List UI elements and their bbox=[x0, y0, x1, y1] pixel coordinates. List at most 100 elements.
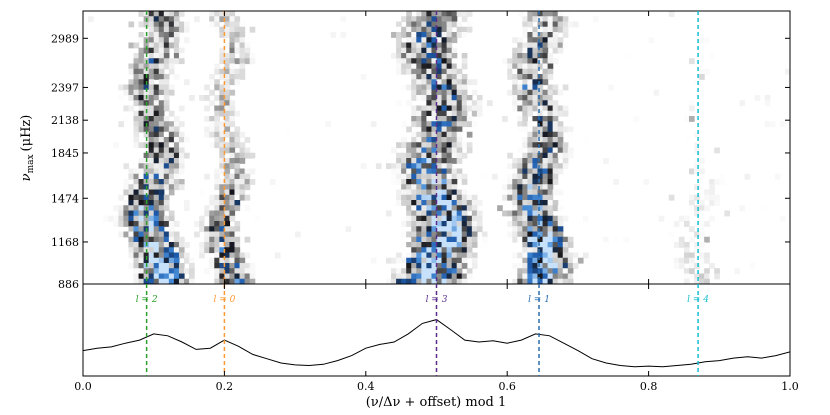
heatmap-cell bbox=[532, 131, 539, 138]
heatmap-cell bbox=[158, 126, 165, 133]
heatmap-cell bbox=[178, 158, 185, 164]
heatmap-cell bbox=[209, 231, 215, 238]
heatmap-cell bbox=[416, 152, 422, 159]
heatmap-cell bbox=[532, 16, 539, 23]
heatmap-cell bbox=[532, 200, 539, 206]
heatmap-cell bbox=[274, 252, 281, 259]
heatmap-cell bbox=[542, 95, 549, 101]
heatmap-cell bbox=[466, 205, 473, 212]
heatmap-cell bbox=[209, 210, 215, 217]
heatmap-cell bbox=[426, 226, 433, 233]
heatmap-cell bbox=[158, 179, 165, 185]
heatmap-cell bbox=[401, 68, 407, 75]
heatmap-cell bbox=[512, 168, 518, 175]
heatmap-cell bbox=[421, 126, 427, 133]
heatmap-cell bbox=[148, 47, 155, 54]
heatmap-cell bbox=[431, 89, 438, 96]
heatmap-cell bbox=[219, 236, 225, 243]
heatmap-cell bbox=[552, 26, 559, 33]
heatmap-cell bbox=[153, 252, 160, 259]
heatmap-cell bbox=[148, 168, 155, 175]
heatmap-cell bbox=[683, 221, 690, 227]
heatmap-cell bbox=[542, 110, 549, 117]
heatmap-cell bbox=[648, 37, 655, 44]
heatmap-cell bbox=[436, 105, 443, 112]
heatmap-cell bbox=[562, 268, 569, 275]
heatmap-cell bbox=[542, 147, 549, 154]
heatmap-cell bbox=[426, 110, 433, 117]
heatmap-cell bbox=[436, 257, 443, 264]
heatmap-cell bbox=[451, 53, 458, 59]
heatmap-cell bbox=[532, 147, 539, 154]
heatmap-cell bbox=[537, 278, 544, 284]
heatmap-cell bbox=[421, 184, 427, 191]
heatmap-cell bbox=[401, 26, 407, 33]
heatmap-cell bbox=[537, 58, 544, 65]
heatmap-cell bbox=[502, 79, 508, 86]
heatmap-cell bbox=[507, 231, 513, 238]
heatmap-cell bbox=[128, 68, 135, 75]
heatmap-cell bbox=[386, 158, 392, 164]
x-tick-label: 0.8 bbox=[640, 380, 658, 393]
heatmap-cell bbox=[158, 252, 165, 259]
heatmap-cell bbox=[229, 58, 236, 65]
heatmap-cell bbox=[471, 121, 478, 128]
heatmap-cell bbox=[562, 21, 569, 28]
heatmap-cell bbox=[446, 53, 453, 59]
heatmap-cell bbox=[431, 105, 438, 112]
heatmap-cell bbox=[173, 121, 180, 128]
heatmap-cell bbox=[461, 79, 468, 86]
heatmap-cell bbox=[426, 263, 433, 269]
heatmap-cell bbox=[446, 215, 453, 222]
heatmap-cell bbox=[184, 200, 190, 206]
heatmap-cell bbox=[163, 236, 170, 243]
heatmap-cell bbox=[532, 121, 539, 128]
heatmap-cell bbox=[143, 210, 150, 217]
heatmap-cell bbox=[416, 273, 422, 280]
heatmap-cell bbox=[699, 210, 705, 217]
heatmap-cell bbox=[542, 273, 549, 280]
heatmap-cell bbox=[542, 26, 549, 33]
heatmap-cell bbox=[214, 95, 220, 101]
heatmap-cell bbox=[416, 200, 422, 206]
heatmap-cell bbox=[163, 173, 170, 180]
heatmap-cell bbox=[537, 263, 544, 269]
heatmap-cell bbox=[704, 37, 710, 44]
heatmap-cell bbox=[532, 84, 539, 91]
heatmap-cell bbox=[158, 79, 165, 86]
heatmap-cell bbox=[517, 168, 523, 175]
heatmap-cell bbox=[572, 263, 579, 269]
heatmap-cell bbox=[694, 247, 700, 254]
heatmap-cell bbox=[446, 121, 453, 128]
heatmap-cell bbox=[461, 58, 468, 65]
heatmap-cell bbox=[143, 105, 150, 112]
heatmap-cell bbox=[547, 247, 554, 254]
heatmap-cell bbox=[517, 126, 523, 133]
heatmap-cell bbox=[689, 200, 695, 206]
heatmap-cell bbox=[714, 200, 720, 206]
heatmap-cell bbox=[527, 63, 534, 70]
heatmap-cell bbox=[764, 121, 771, 128]
heatmap-cell bbox=[133, 200, 140, 206]
heatmap-cell bbox=[229, 194, 236, 201]
heatmap-cell bbox=[426, 273, 433, 280]
heatmap-cell bbox=[148, 110, 155, 117]
heatmap-cell bbox=[512, 163, 518, 170]
heatmap-cell bbox=[214, 131, 220, 138]
heatmap-cell bbox=[234, 110, 241, 117]
heatmap-cell bbox=[522, 68, 528, 75]
heatmap-cell bbox=[451, 37, 458, 44]
heatmap-cell bbox=[406, 37, 412, 44]
heatmap-cell bbox=[224, 184, 231, 191]
heatmap-cell bbox=[542, 89, 549, 96]
heatmap-cell bbox=[522, 231, 528, 238]
heatmap-cell bbox=[153, 215, 160, 222]
heatmap-cell bbox=[153, 16, 160, 23]
heatmap-cell bbox=[547, 16, 554, 23]
heatmap-cell bbox=[219, 11, 225, 17]
heatmap-cell bbox=[138, 100, 145, 107]
heatmap-cell bbox=[189, 278, 195, 284]
heatmap-cell bbox=[411, 189, 417, 196]
heatmap-cell bbox=[133, 158, 140, 164]
heatmap-cell bbox=[133, 184, 140, 191]
